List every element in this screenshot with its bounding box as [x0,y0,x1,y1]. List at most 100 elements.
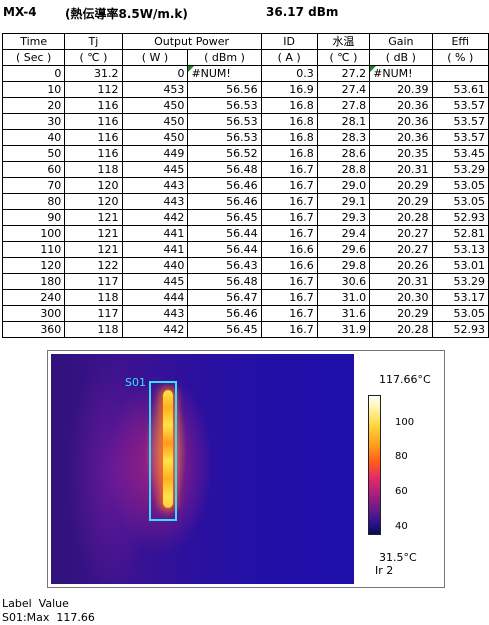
table-cell: 53.29 [432,273,489,290]
table-cell: 16.7 [261,305,318,322]
table-row: 40 116 450 56.53 16.8 28.3 20.36 53.57 [1,129,489,146]
table-cell: 118 [64,289,123,306]
table-cell: 20 [1,97,66,114]
table-cell: 90 [1,209,66,226]
table-cell: 29.6 [317,241,371,258]
table-cell: 443 [122,305,189,322]
table-cell: 180 [1,273,66,290]
table-cell: 56.46 [187,177,262,194]
table-cell: 40 [1,129,66,146]
table-cell: 56.53 [187,113,262,130]
table-row: 180 117 445 56.48 16.7 30.6 20.31 53.29 [1,273,489,290]
table-cell: 444 [122,289,189,306]
table-cell: 56.44 [187,241,262,258]
table-row: 120 122 440 56.43 16.6 29.8 20.26 53.01 [1,257,489,274]
table-cell: 20.29 [369,193,433,210]
title-row: MX-4 (熱伝導率8.5W/m.k) 36.17 dBm [0,5,489,21]
table-cell: 16.8 [261,129,318,146]
table-row: 60 118 445 56.48 16.7 28.8 20.31 53.29 [1,161,489,178]
table-cell: 56.56 [187,81,262,98]
table-cell: 20.27 [369,225,433,242]
table-cell: 53.57 [432,129,489,146]
hot-spot [163,390,173,508]
table-cell: 441 [122,225,189,242]
table-cell: 27.4 [317,81,371,98]
table-cell: 60 [1,161,66,178]
table-cell: 29.8 [317,257,371,274]
table-cell: 16.7 [261,321,318,338]
table-cell: 27.2 [317,65,371,82]
table-cell: 120 [64,177,123,194]
table-row: 30 116 450 56.53 16.8 28.1 20.36 53.57 [1,113,489,130]
table-row: 10 112 453 56.56 16.9 27.4 20.39 53.61 [1,81,489,98]
table-cell: 56.44 [187,225,262,242]
table-cell: 53.05 [432,193,489,210]
table-cell: 441 [122,241,189,258]
table-cell: 112 [64,81,123,98]
table-cell: 10 [1,81,66,98]
roi-box[interactable] [149,381,177,521]
table-row: 110 121 441 56.44 16.6 29.6 20.27 53.13 [1,241,489,258]
table-cell: 53.57 [432,97,489,114]
scale-min-label: 31.5°C [379,551,417,564]
color-scale-bar [368,395,381,535]
table-cell: 122 [64,257,123,274]
table-row: 300 117 443 56.46 16.7 31.6 20.29 53.05 [1,305,489,322]
table-cell: 56.45 [187,209,262,226]
table-cell: 56.45 [187,321,262,338]
table-cell: 450 [122,113,189,130]
table-cell: 16.9 [261,81,318,98]
table-row: 90 121 442 56.45 16.7 29.3 20.28 52.93 [1,209,489,226]
table-cell: 450 [122,97,189,114]
table-cell: 80 [1,193,66,210]
table-cell: 53.29 [432,161,489,178]
table-cell: 100 [1,225,66,242]
scale-tick: 60 [395,486,408,497]
unit-header: ( W ) [122,49,189,66]
table-cell: 16.7 [261,193,318,210]
table-cell: 0.3 [261,65,318,82]
table-cell: 453 [122,81,189,98]
scale-tick: 100 [395,417,415,428]
table-cell: 56.43 [187,257,262,274]
table-cell: 50 [1,145,66,162]
unit-header: ( dB ) [369,49,433,66]
table-cell: 53.45 [432,145,489,162]
scale-tick: 80 [395,451,408,462]
table-cell: 53.61 [432,81,489,98]
table-cell: 20.39 [369,81,433,98]
table-cell: 56.53 [187,97,262,114]
scale-max-label: 117.66°C [379,373,431,386]
table-cell: 20.29 [369,177,433,194]
table-cell: 16.8 [261,97,318,114]
column-header: 水温 [317,33,371,50]
unit-header: ( dBm ) [187,49,262,66]
table-cell: 52.93 [432,209,489,226]
table-cell: 20.36 [369,113,433,130]
table-cell: 56.52 [187,145,262,162]
column-header: ID [261,33,318,50]
table-cell: 20.35 [369,145,433,162]
table-cell: 53.01 [432,257,489,274]
table-cell: 52.81 [432,225,489,242]
table-row: 50 116 449 56.52 16.8 28.6 20.35 53.45 [1,145,489,162]
table-cell: 28.6 [317,145,371,162]
table-cell: 120 [64,193,123,210]
table-cell: 116 [64,129,123,146]
table-cell: 56.53 [187,129,262,146]
table-cell: 116 [64,145,123,162]
table-cell: 20.28 [369,321,433,338]
table-cell: 16.7 [261,289,318,306]
table-cell: 20.31 [369,161,433,178]
table-cell: 449 [122,145,189,162]
table-cell: 443 [122,193,189,210]
table-cell: 117 [64,305,123,322]
unit-header: ( % ) [432,49,489,66]
thermal-image-panel: S01 117.66°C 100 80 60 40 31.5°C Ir 2 [47,350,445,588]
table-cell: 16.7 [261,209,318,226]
table-cell: 117 [64,273,123,290]
column-header: Effi [432,33,489,50]
table-cell: 16.6 [261,241,318,258]
condition-label: (熱伝導率8.5W/m.k) [65,7,188,21]
model-name: MX-4 [3,5,37,19]
